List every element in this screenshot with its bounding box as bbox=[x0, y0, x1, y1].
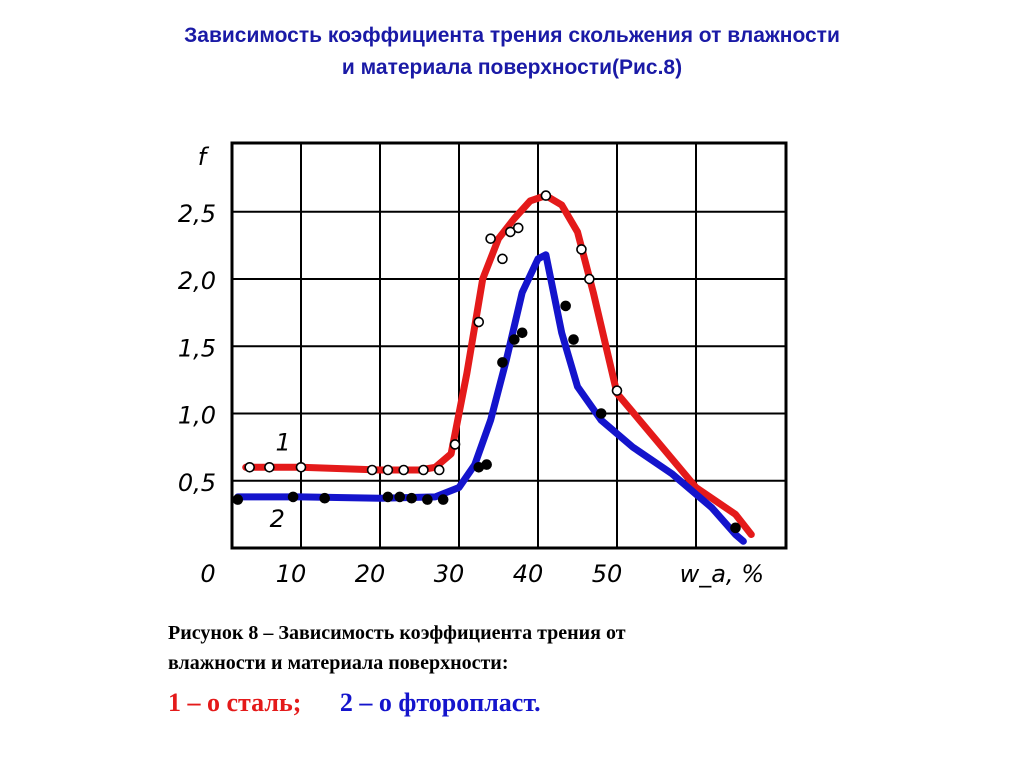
series-1-point bbox=[611, 385, 623, 396]
series-1-point bbox=[497, 253, 508, 265]
series-2-point bbox=[568, 334, 579, 345]
y-axis-label: f bbox=[198, 143, 210, 171]
x-tick-label: 50 bbox=[592, 560, 623, 588]
series-2-point bbox=[232, 494, 244, 505]
series-1-point bbox=[540, 190, 552, 201]
series-1-point bbox=[295, 461, 307, 473]
x-axis-label: w_a, % bbox=[680, 560, 764, 588]
series-2-point bbox=[382, 491, 394, 503]
legend-series-1: 1 – о сталь; bbox=[168, 688, 302, 717]
series-1-point bbox=[473, 316, 485, 328]
slide-title-line2: и материала поверхности(Рис.8) bbox=[341, 56, 683, 79]
y-tick-label: 1,0 bbox=[178, 402, 216, 430]
series-2-point bbox=[406, 492, 417, 504]
series-2-point bbox=[319, 492, 331, 504]
legend-series-2: 2 – о фторопласт. bbox=[339, 688, 541, 717]
y-tick-label: 2,5 bbox=[178, 200, 216, 228]
series-2-point bbox=[437, 494, 449, 505]
series-2-point bbox=[497, 357, 508, 368]
caption-legend: 1 – о сталь; 2 – о фторопласт. bbox=[168, 682, 868, 724]
x-tick-label: 10 bbox=[276, 560, 307, 588]
caption-line1: Рисунок 8 – Зависимость коэффициента тре… bbox=[168, 622, 626, 644]
series-1-point bbox=[366, 464, 378, 476]
series-2-point bbox=[422, 494, 433, 505]
series-1-point bbox=[512, 222, 524, 234]
y-tick-label: 1,5 bbox=[178, 334, 216, 362]
x-tick-label: 40 bbox=[513, 560, 544, 588]
series-2-line bbox=[234, 251, 747, 545]
x-tick-label: 0 bbox=[200, 560, 215, 588]
series-2-point bbox=[508, 334, 520, 345]
series-2-point bbox=[394, 491, 406, 503]
series-1-point bbox=[576, 244, 587, 255]
slide-title: Зависимость коэффициента трения скольжен… bbox=[40, 20, 984, 84]
series-1-point bbox=[418, 464, 429, 476]
series-1-point bbox=[398, 464, 410, 476]
series-1-point bbox=[584, 273, 595, 285]
series-2-point bbox=[730, 522, 741, 534]
series-1-point bbox=[433, 464, 445, 476]
caption-line2: влажности и материала поверхности: bbox=[168, 652, 509, 674]
figure-caption: Рисунок 8 – Зависимость коэффициента тре… bbox=[168, 618, 868, 724]
x-tick-label: 30 bbox=[434, 560, 465, 588]
series-2-point bbox=[595, 408, 607, 419]
series-1-point bbox=[449, 439, 461, 450]
series-2-point bbox=[516, 327, 528, 339]
series-1-point bbox=[244, 461, 255, 473]
series-2-point bbox=[481, 459, 492, 470]
curve-label-2: 2 bbox=[270, 505, 285, 533]
friction-chart: 0,5 1,0 1,5 2,0 2,5 0 10 20 30 40 50 f w_a, % 1 2 bbox=[178, 141, 788, 588]
series-2-point bbox=[560, 300, 571, 312]
series-1-point bbox=[382, 464, 394, 476]
curve-label-1: 1 bbox=[276, 429, 291, 457]
y-tick-label: 0,5 bbox=[178, 469, 216, 497]
series-1-point bbox=[485, 233, 496, 244]
series-2-point bbox=[287, 491, 299, 503]
slide-title-line1: Зависимость коэффициента трения скольжен… bbox=[184, 24, 840, 47]
y-tick-label: 2,0 bbox=[178, 267, 216, 295]
x-tick-label: 20 bbox=[355, 560, 386, 588]
series-1-point bbox=[264, 461, 275, 473]
